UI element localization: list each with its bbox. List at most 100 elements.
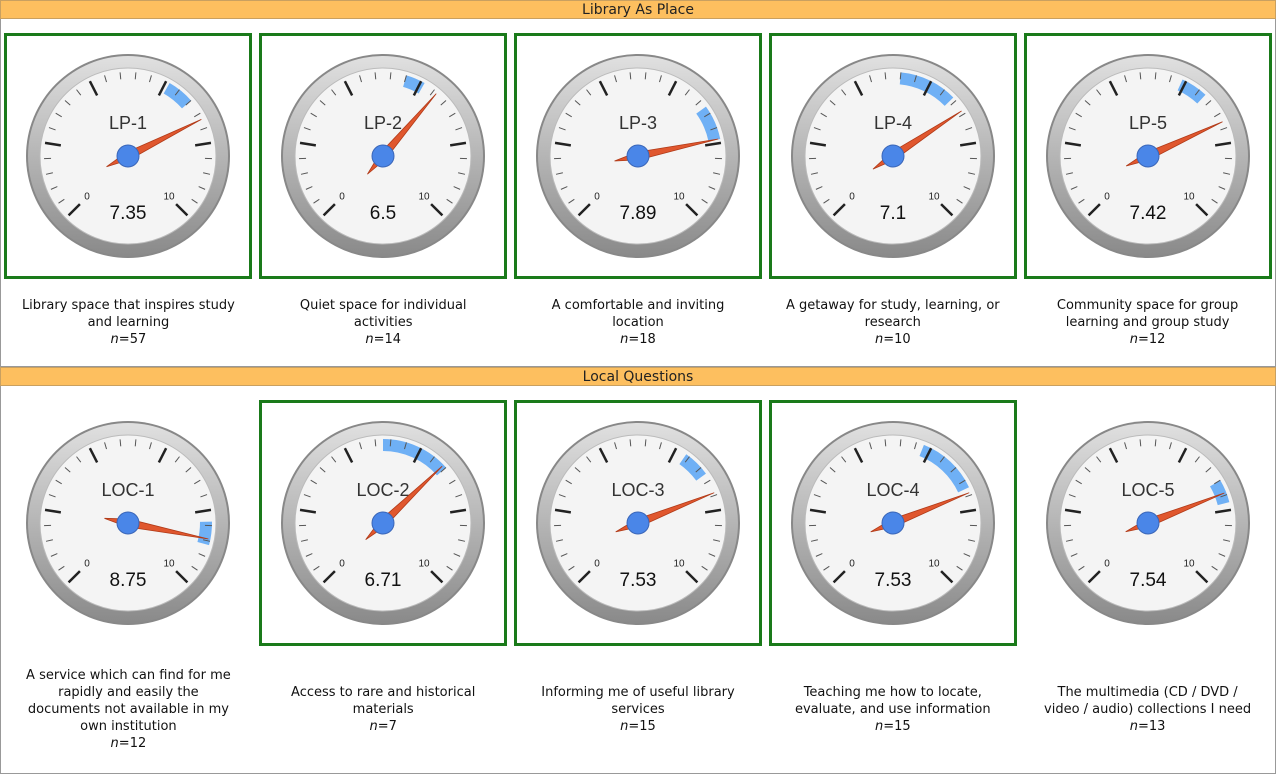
minor-tick (965, 127, 972, 131)
major-tick (1194, 203, 1208, 217)
minor-tick (404, 442, 408, 450)
minor-tick (1075, 112, 1082, 118)
gauge-value: 7.54 (1129, 570, 1166, 591)
minor-tick (558, 494, 566, 498)
minor-tick (55, 479, 63, 485)
minor-tick (303, 494, 311, 498)
tick-label: 10 (928, 559, 940, 570)
gauge-title: LOC-5 (1121, 480, 1174, 500)
minor-tick (319, 467, 326, 473)
minor-tick (820, 112, 827, 118)
minor-tick (1205, 467, 1211, 473)
gauge-title: LOC-2 (357, 480, 410, 500)
tick-label: 0 (85, 192, 91, 203)
gauge: 0 10 LOC-5 7.54 (1045, 421, 1250, 625)
needle-hub (626, 511, 650, 535)
minor-tick (710, 494, 718, 498)
tick-label: 10 (164, 192, 176, 203)
minor-tick (359, 442, 363, 450)
minor-tick (305, 553, 313, 557)
gauge-title: LOC-3 (611, 480, 664, 500)
major-tick (598, 447, 609, 463)
minor-tick (1205, 100, 1211, 106)
minor-tick (1219, 127, 1227, 131)
minor-tick (1210, 198, 1218, 204)
gauge-value: 6.71 (365, 570, 402, 591)
minor-tick (884, 72, 887, 80)
minor-tick (455, 127, 463, 131)
tick-label: 10 (419, 559, 431, 570)
minor-tick (840, 456, 846, 463)
major-tick (853, 80, 864, 96)
minor-tick (58, 198, 65, 204)
minor-tick (965, 494, 972, 498)
tick-label: 10 (673, 559, 685, 570)
gauge-title: LOC-1 (102, 480, 155, 500)
minor-tick (815, 186, 823, 190)
minor-tick (586, 456, 592, 463)
major-tick (598, 80, 609, 96)
major-tick (175, 203, 189, 217)
minor-tick (555, 539, 563, 542)
minor-tick (899, 439, 902, 447)
minor-tick (198, 186, 206, 190)
minor-tick (1139, 439, 1141, 447)
minor-tick (1213, 112, 1221, 118)
needle-hub (626, 144, 650, 168)
minor-tick (51, 553, 58, 557)
major-tick (300, 508, 317, 514)
major-tick (832, 203, 846, 217)
tick-label: 0 (339, 192, 345, 203)
gauge-caption: Access to rare and historical materials n… (256, 646, 511, 773)
gauge-band (164, 83, 192, 109)
minor-tick (899, 72, 902, 80)
major-tick (412, 80, 423, 96)
major-tick (1108, 80, 1118, 96)
minor-tick (191, 565, 199, 571)
description: Quiet space for individual activities (299, 298, 467, 330)
minor-tick (1084, 467, 1091, 473)
minor-tick (119, 439, 122, 447)
gauge: 0 10 LP-1 7.35 (26, 54, 231, 258)
major-tick (158, 80, 168, 96)
major-tick (322, 203, 336, 217)
gauge-title: LP-1 (109, 113, 147, 133)
minor-tick (810, 172, 818, 175)
minor-tick (313, 198, 320, 204)
sample-size: n=15 (620, 719, 656, 734)
major-tick (667, 80, 678, 96)
needle-hub (116, 511, 140, 535)
minor-tick (374, 72, 377, 80)
minor-tick (198, 553, 206, 557)
description: Community space for group learning and g… (1056, 298, 1239, 330)
major-tick (667, 447, 678, 463)
minor-tick (310, 479, 318, 485)
minor-tick (574, 467, 581, 473)
major-tick (430, 203, 444, 217)
minor-tick (200, 494, 208, 498)
major-tick (89, 80, 99, 96)
minor-tick (820, 479, 827, 485)
minor-tick (194, 112, 201, 118)
major-tick (922, 80, 933, 96)
minor-tick (868, 442, 872, 450)
tick-label: 0 (1104, 559, 1110, 570)
minor-tick (684, 89, 690, 96)
description: Access to rare and historical materials (291, 685, 476, 717)
minor-tick (440, 467, 447, 473)
minor-tick (104, 75, 108, 83)
minor-tick (1075, 479, 1082, 485)
minor-tick (1194, 456, 1200, 463)
needle-hub (881, 144, 905, 168)
minor-tick (565, 479, 572, 485)
major-tick (175, 570, 189, 584)
minor-tick (939, 456, 945, 463)
minor-tick (1210, 565, 1218, 571)
gauge-cell: 0 10 LP-2 6.5 Quiet space for individual act… (256, 19, 511, 366)
gauge-caption: A getaway for study, learning, or resear… (765, 279, 1020, 366)
major-tick (343, 447, 354, 463)
major-tick (922, 447, 933, 463)
sample-size: n=18 (620, 332, 656, 347)
minor-tick (560, 186, 568, 190)
section-header: Local Questions (0, 367, 1276, 386)
